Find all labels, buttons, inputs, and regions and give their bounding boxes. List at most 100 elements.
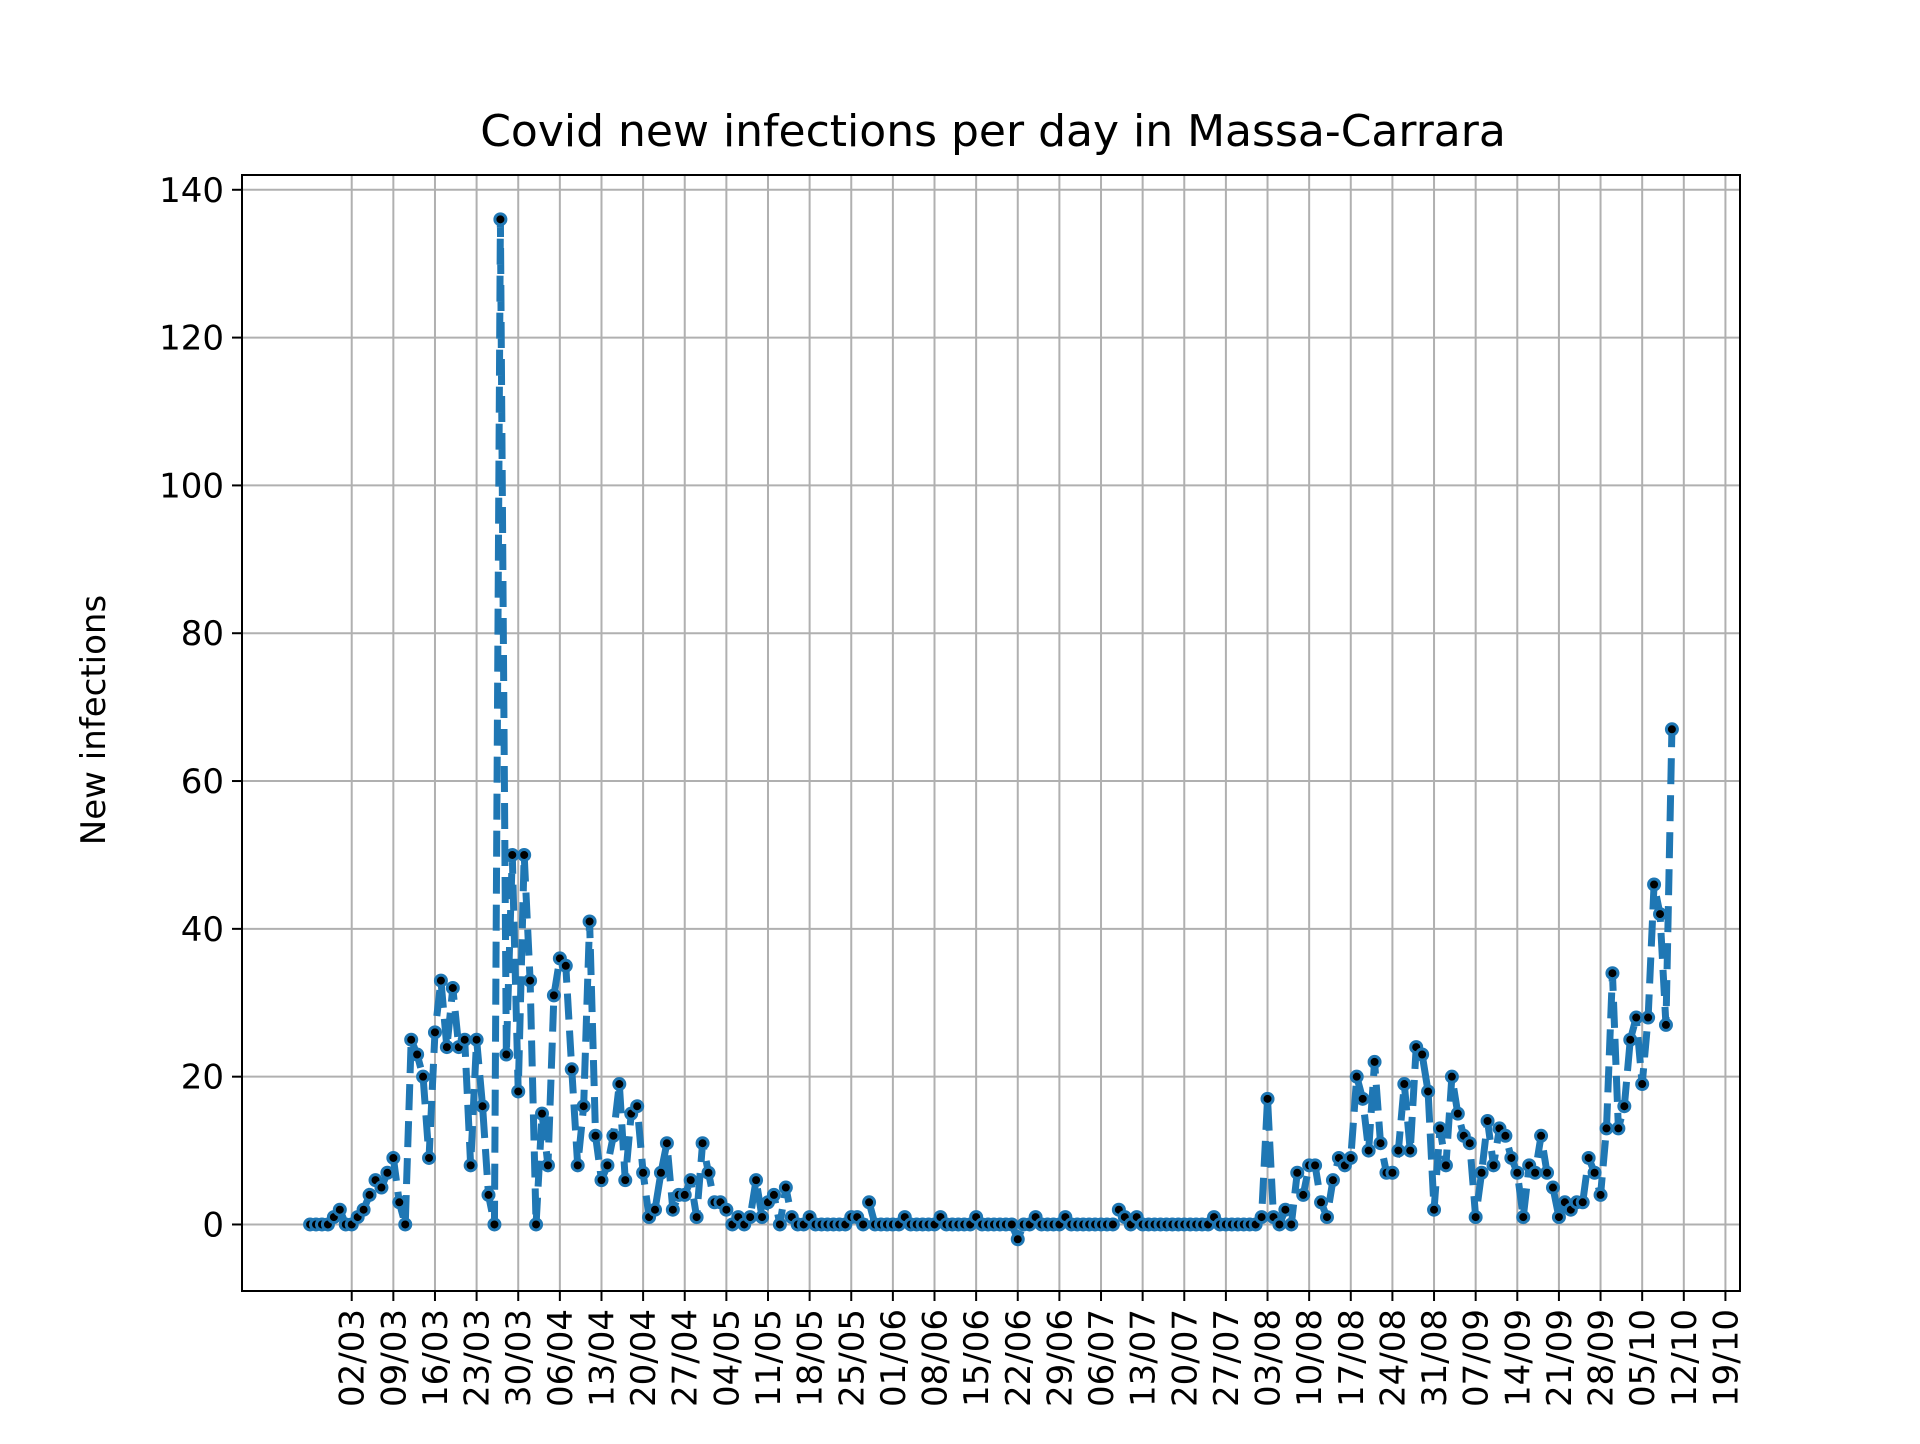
data-point <box>1551 1210 1566 1225</box>
x-tick-label: 25/05 <box>832 1309 872 1407</box>
data-point <box>1545 1180 1560 1195</box>
data-point <box>677 1187 692 1202</box>
data-point <box>1534 1128 1549 1143</box>
x-tick-label: 23/03 <box>458 1309 498 1407</box>
data-point <box>1105 1217 1120 1232</box>
data-point <box>505 847 520 862</box>
data-point <box>695 1136 710 1151</box>
data-point <box>427 1025 442 1040</box>
data-point <box>749 1173 764 1188</box>
data-point <box>683 1173 698 1188</box>
x-tick-label: 02/03 <box>333 1309 373 1407</box>
data-point <box>600 1158 615 1173</box>
data-point <box>1367 1054 1382 1069</box>
x-tick-label: 01/06 <box>874 1309 914 1407</box>
data-point <box>1272 1217 1287 1232</box>
x-tick-label: 21/09 <box>1540 1309 1580 1407</box>
data-point <box>1629 1010 1644 1025</box>
data-point <box>1260 1091 1275 1106</box>
x-tick-label: 18/05 <box>791 1309 831 1407</box>
y-tick-label: 140 <box>159 171 224 211</box>
x-tick-label: 22/06 <box>999 1309 1039 1407</box>
y-tick-label: 60 <box>181 762 224 802</box>
data-point <box>1391 1143 1406 1158</box>
data-point <box>1314 1195 1329 1210</box>
data-point <box>648 1202 663 1217</box>
grid <box>242 175 1740 1291</box>
data-point <box>1349 1069 1364 1084</box>
data-point <box>410 1047 425 1062</box>
data-point <box>564 1062 579 1077</box>
data-point <box>1653 907 1668 922</box>
data-point <box>1581 1150 1596 1165</box>
data-point <box>1611 1121 1626 1136</box>
x-tick-label: 10/08 <box>1290 1309 1330 1407</box>
data-point <box>1540 1165 1555 1180</box>
data-point <box>1319 1210 1334 1225</box>
data-point <box>665 1202 680 1217</box>
x-tick-label: 27/07 <box>1207 1309 1247 1407</box>
data-point <box>392 1195 407 1210</box>
x-tick-label: 15/06 <box>957 1309 997 1407</box>
data-point <box>481 1187 496 1202</box>
data-point <box>1450 1106 1465 1121</box>
data-point <box>1361 1143 1376 1158</box>
data-point <box>374 1180 389 1195</box>
data-point <box>1623 1032 1638 1047</box>
data-point <box>1528 1165 1543 1180</box>
data-point <box>1593 1187 1608 1202</box>
data-point <box>1254 1210 1269 1225</box>
x-tick-label: 11/05 <box>749 1309 789 1407</box>
data-point <box>475 1099 490 1114</box>
y-tick-label: 100 <box>159 466 224 506</box>
data-point <box>386 1150 401 1165</box>
data-point <box>1296 1187 1311 1202</box>
x-tick-label: 24/08 <box>1373 1309 1413 1407</box>
data-point <box>1325 1173 1340 1188</box>
x-tick-label: 16/03 <box>416 1309 456 1407</box>
y-axis-label: New infections <box>74 595 114 845</box>
data-point <box>332 1202 347 1217</box>
data-point <box>856 1217 871 1232</box>
data-point <box>701 1165 716 1180</box>
data-point <box>778 1180 793 1195</box>
data-point <box>1421 1084 1436 1099</box>
y-tick-label: 0 <box>202 1205 224 1245</box>
data-point <box>404 1032 419 1047</box>
data-point <box>630 1099 645 1114</box>
data-point <box>1468 1210 1483 1225</box>
data-point <box>1278 1202 1293 1217</box>
data-point <box>445 980 460 995</box>
y-tick-label: 120 <box>159 319 224 359</box>
data-point <box>416 1069 431 1084</box>
data-point <box>1373 1136 1388 1151</box>
data-point <box>1605 966 1620 981</box>
x-tick-label: 14/09 <box>1498 1309 1538 1407</box>
data-point <box>588 1128 603 1143</box>
chart-title: Covid new infections per day in Massa-Ca… <box>480 106 1506 157</box>
x-tick-label: 05/10 <box>1623 1309 1663 1407</box>
data-point <box>618 1173 633 1188</box>
y-tick-label: 40 <box>181 910 224 950</box>
x-tick-label: 17/08 <box>1332 1309 1372 1407</box>
data-point <box>1438 1158 1453 1173</box>
data-point <box>1516 1210 1531 1225</box>
data-point <box>1308 1158 1323 1173</box>
data-point <box>1355 1091 1370 1106</box>
data-point <box>398 1217 413 1232</box>
data-point <box>523 973 538 988</box>
data-point <box>1498 1128 1513 1143</box>
x-tick-label: 12/10 <box>1665 1309 1705 1407</box>
y-axis-ticks: 0 20 40 60 80 100 120 140 <box>159 171 242 1245</box>
data-point <box>1658 1017 1673 1032</box>
x-tick-label: 13/04 <box>582 1309 622 1407</box>
data-point <box>1290 1165 1305 1180</box>
x-tick-label: 03/08 <box>1249 1309 1289 1407</box>
data-point <box>1664 722 1679 737</box>
data-point <box>1641 1010 1656 1025</box>
data-point <box>535 1106 550 1121</box>
data-point <box>766 1187 781 1202</box>
y-tick-label: 80 <box>181 614 224 654</box>
data-point <box>1474 1165 1489 1180</box>
data-point <box>1415 1047 1430 1062</box>
